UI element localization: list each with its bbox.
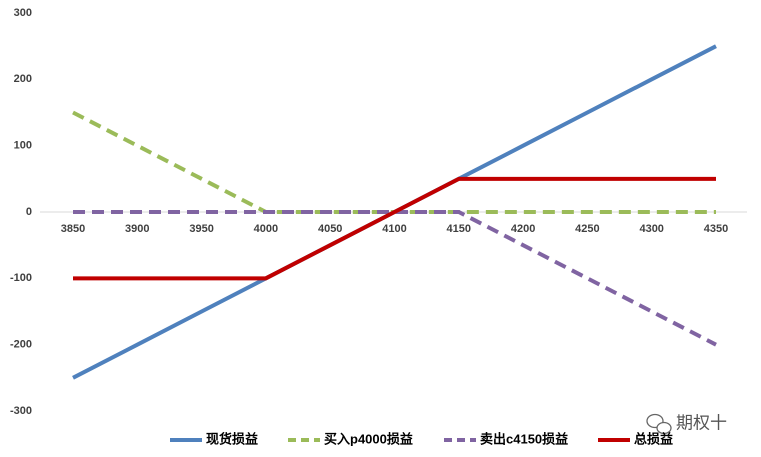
series-line (73, 210, 717, 347)
legend-label: 总损益 (634, 431, 673, 446)
x-tick-label: 4050 (318, 223, 342, 235)
x-tick-label: 4350 (704, 223, 728, 235)
series-line (72, 110, 716, 214)
legend-label: 卖出c4150损益 (480, 431, 568, 446)
x-tick-label: 3900 (125, 223, 149, 235)
y-tick-label: -100 (10, 272, 32, 284)
legend-label: 买入p4000损益 (324, 431, 413, 446)
watermark: 期权十 (676, 413, 727, 432)
y-tick-label: 300 (14, 7, 32, 19)
x-tick-label: 3950 (189, 223, 213, 235)
y-tick-label: 100 (14, 140, 32, 152)
y-tick-label: 200 (14, 73, 32, 85)
x-tick-label: 4300 (639, 223, 663, 235)
x-tick-label: 4150 (447, 223, 471, 235)
series-line (73, 176, 716, 281)
x-tick-label: 4250 (575, 223, 599, 235)
y-tick-label: -200 (10, 339, 32, 351)
y-tick-label: -300 (10, 405, 32, 417)
x-tick-label: 3850 (61, 223, 85, 235)
x-tick-label: 4200 (511, 223, 535, 235)
watermark-icon (646, 413, 672, 435)
x-tick-label: 4100 (382, 223, 406, 235)
legend-label: 现货损益 (206, 431, 258, 446)
y-tick-label: 0 (26, 206, 32, 218)
x-tick-label: 4000 (254, 223, 278, 235)
